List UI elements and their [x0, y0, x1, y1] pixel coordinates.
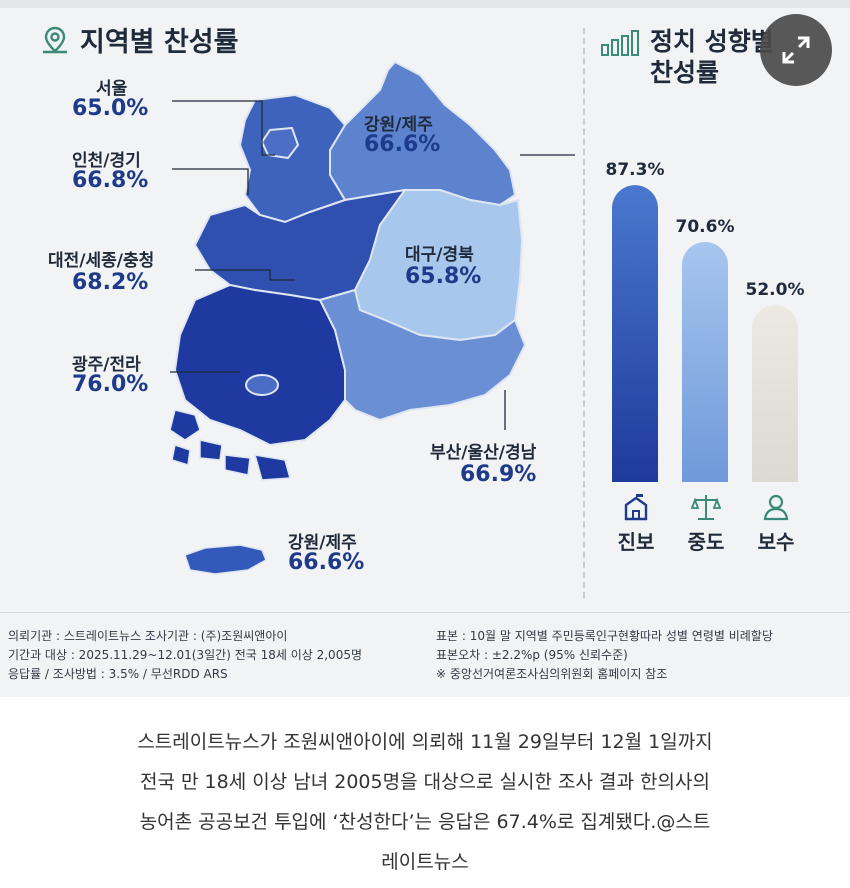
bar-value-label-1: 70.6%	[676, 217, 735, 237]
top-edge	[0, 0, 850, 8]
political-bar-chart: 87.3% 70.6% 52.0%	[606, 160, 805, 482]
seoul-label: 서울	[96, 79, 128, 99]
caption-line: 전국 만 18세 이상 남녀 2005명을 대상으로 실시한 조사 결과 한의사…	[140, 771, 710, 793]
expand-arrows-icon	[782, 36, 810, 64]
daegu-label: 대구/경북	[405, 245, 474, 265]
article-caption: 스트레이트뉴스가 조원씨앤아이에 의뢰해 11월 29일부터 12월 1일까지 …	[0, 722, 850, 882]
jeju-label: 강원/제주	[288, 533, 357, 553]
region-title: 지역별 찬성률	[40, 20, 238, 59]
footer-right: 표본 : 10월 말 지역별 주민등록인구현황따라 성별 연령별 비례할당 표본…	[436, 627, 773, 684]
category-progressive-label: 진보	[617, 530, 655, 554]
category-conservative: 보수	[752, 492, 800, 555]
chungcheong-value: 68.2%	[72, 270, 149, 295]
region-shape-busan	[318, 288, 527, 422]
footer-left-line: 의뢰기관 : 스트레이트뉴스 조사기관 : (주)조원씨앤아이	[8, 629, 288, 643]
category-conservative-label: 보수	[757, 530, 795, 554]
category-moderate: 중도	[682, 492, 730, 555]
jeolla-value: 76.0%	[72, 372, 149, 397]
bar-value-label-2: 52.0%	[746, 280, 805, 300]
bar-2	[752, 305, 798, 482]
incheon-value: 66.8%	[72, 168, 149, 193]
person-icon	[763, 494, 789, 521]
house-flag-icon	[624, 494, 648, 521]
category-moderate-label: 중도	[687, 530, 725, 554]
chungcheong-label: 대전/세종/충청	[48, 251, 155, 271]
bar-1	[682, 241, 728, 482]
region-shape-jeolla-islands	[169, 409, 291, 481]
category-progressive: 진보	[612, 492, 660, 555]
daegu-value: 65.8%	[405, 264, 482, 289]
section-divider	[583, 28, 585, 598]
jeolla-label: 광주/전라	[72, 355, 141, 375]
footer-left: 의뢰기관 : 스트레이트뉴스 조사기관 : (주)조원씨앤아이 기간과 대상 :…	[8, 627, 362, 684]
caption-line: 레이트뉴스	[381, 851, 469, 873]
busan-value: 66.9%	[460, 462, 537, 487]
gangwon-value: 66.6%	[364, 132, 441, 157]
bar-value-label-0: 87.3%	[606, 160, 665, 180]
leader-lines	[170, 100, 575, 430]
political-title: 정치 성향별 찬성률	[600, 26, 774, 88]
region-shape-jeolla	[173, 283, 346, 447]
political-title-line1: 정치 성향별	[650, 27, 774, 56]
region-title-text: 지역별 찬성률	[80, 27, 239, 58]
caption-line: 스트레이트뉴스가 조원씨앤아이에 의뢰해 11월 29일부터 12월 1일까지	[137, 731, 713, 753]
gangwon-label: 강원/제주	[364, 115, 433, 135]
footer-right-line: ※ 중앙선거여론조사심의위원회 홈페이지 참조	[436, 667, 668, 681]
footer-right-line: 표본오차 : ±2.2%p (95% 신뢰수준)	[436, 648, 628, 662]
seoul-value: 65.0%	[72, 96, 149, 121]
map-pin-icon	[43, 26, 67, 53]
bar-0	[612, 185, 658, 482]
political-title-line2: 찬성률	[650, 58, 720, 87]
region-shape-gwangju	[245, 374, 279, 396]
busan-label: 부산/울산/경남	[430, 443, 537, 463]
footer-left-line: 응답률 / 조사방법 : 3.5% / 무선RDD ARS	[8, 667, 228, 681]
survey-footer: 의뢰기관 : 스트레이트뉴스 조사기관 : (주)조원씨앤아이 기간과 대상 :…	[0, 612, 850, 698]
footer-left-line: 기간과 대상 : 2025.11.29~12.01(3일간) 전국 18세 이상…	[8, 648, 363, 662]
bar-chart-icon	[601, 29, 639, 56]
footer-right-line: 표본 : 10월 말 지역별 주민등록인구현황따라 성별 연령별 비례할당	[436, 629, 773, 643]
region-shape-jeju	[184, 544, 267, 575]
jeju-value: 66.6%	[288, 550, 365, 575]
scales-icon	[690, 495, 722, 520]
expand-button[interactable]	[760, 14, 832, 86]
caption-line: 농어촌 공공보건 투입에 ‘찬성한다’는 응답은 67.4%로 집계됐다.@스트	[139, 811, 711, 833]
korea-map	[169, 60, 527, 575]
incheon-label: 인천/경기	[72, 151, 141, 171]
infographic-panel: 지역별 찬성률 정치 성향별 찬성률	[0, 0, 850, 697]
